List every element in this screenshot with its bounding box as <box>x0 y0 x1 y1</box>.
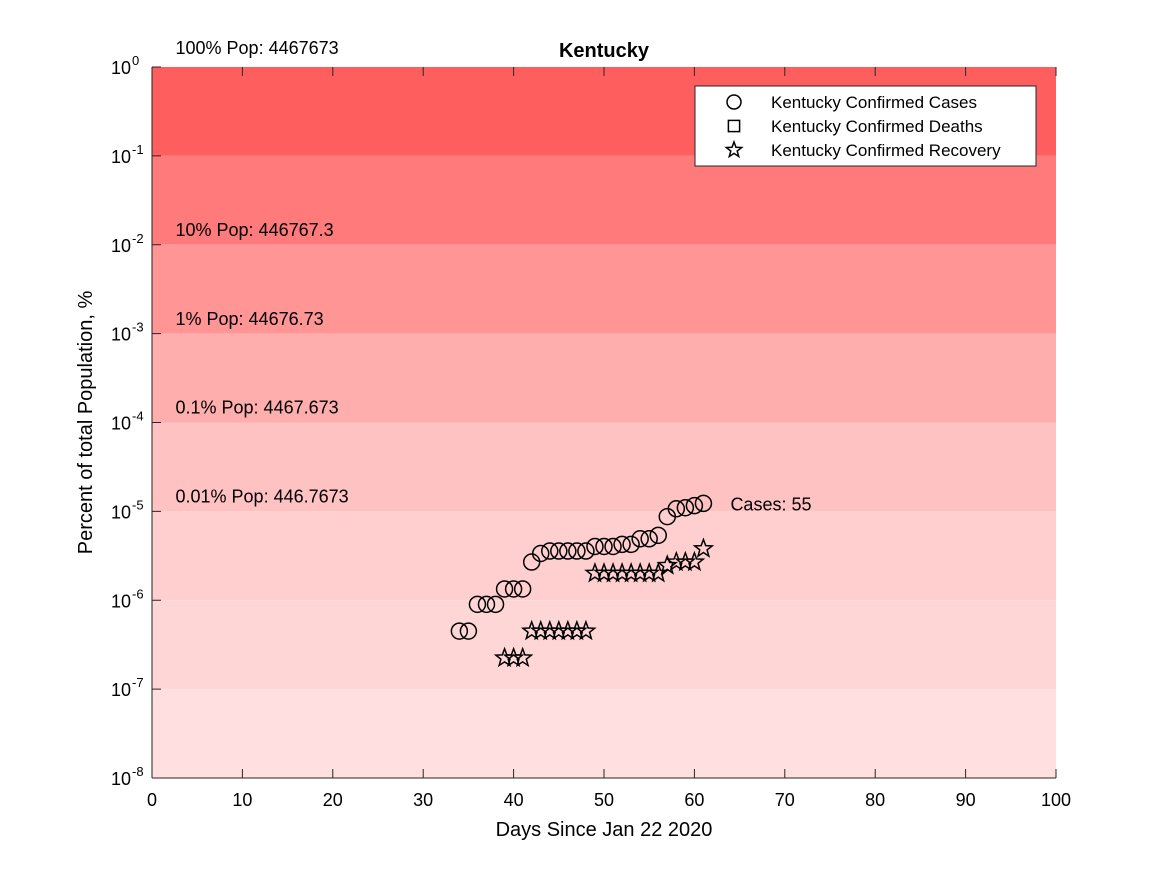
population-band <box>152 511 1056 601</box>
case-point <box>667 500 686 518</box>
x-tick-label: 80 <box>865 790 885 810</box>
legend-label: Kentucky Confirmed Deaths <box>771 117 983 136</box>
population-band-label: 100% Pop: 4467673 <box>176 38 339 58</box>
legend-label: Kentucky Confirmed Recovery <box>771 141 1001 160</box>
x-tick-label: 40 <box>504 790 524 810</box>
recovery-point <box>575 619 597 641</box>
population-band <box>152 244 1056 334</box>
population-band <box>152 422 1056 512</box>
case-point <box>531 544 550 563</box>
population-band <box>152 333 1056 423</box>
case-point <box>513 580 532 598</box>
case-point <box>640 530 658 548</box>
y-tick-exponent: -8 <box>132 764 144 779</box>
recovery-point <box>656 554 679 575</box>
x-tick-label: 20 <box>323 790 343 810</box>
population-band <box>152 689 1056 778</box>
x-tick-label: 60 <box>684 790 704 810</box>
y-tick-label: 10 <box>111 680 131 700</box>
population-band-labels: 100% Pop: 4467673 10% Pop: 446767.3 1% Pop… <box>176 38 349 507</box>
case-point <box>468 595 487 614</box>
legend-label: Kentucky Confirmed Cases <box>771 93 977 112</box>
case-point <box>595 537 613 556</box>
y-tick-exponent: 0 <box>132 53 139 68</box>
recovery-point <box>692 537 715 558</box>
case-point <box>613 535 631 554</box>
case-point <box>504 580 523 598</box>
y-tick-exponent: -2 <box>132 231 144 246</box>
chart-title: Kentucky <box>559 40 650 62</box>
y-tick-exponent: -5 <box>132 497 144 512</box>
case-point <box>559 542 577 560</box>
y-tick-exponent: -3 <box>132 320 144 335</box>
y-tick-label: 10 <box>111 58 131 78</box>
x-axis-title: Days Since Jan 22 2020 <box>496 819 713 841</box>
case-point <box>622 535 640 554</box>
case-point <box>694 494 713 513</box>
circle-legend-icon <box>726 94 742 110</box>
y-tick-exponent: -4 <box>132 409 144 424</box>
case-point <box>541 542 559 560</box>
y-tick-exponent: -6 <box>132 586 144 601</box>
x-tick-label: 50 <box>594 790 614 810</box>
data-markers <box>450 494 715 668</box>
x-tick-label: 10 <box>232 790 252 810</box>
y-tick-label: 10 <box>111 236 131 256</box>
y-tick-label: 10 <box>111 591 131 611</box>
population-bands <box>152 67 1056 778</box>
case-point <box>676 498 695 517</box>
case-point <box>568 542 586 560</box>
case-point <box>550 542 568 560</box>
square-legend-icon <box>727 119 741 133</box>
case-point <box>459 622 478 640</box>
case-point <box>586 537 604 556</box>
population-band-label: 1% Pop: 44676.73 <box>176 309 324 329</box>
population-band <box>152 155 1056 245</box>
axes: 0 10 20 30 40 50 60 70 80 90 10010-810-710-610-510… <box>111 53 1071 810</box>
case-point <box>477 595 496 614</box>
population-band <box>152 600 1056 690</box>
y-tick-label: 10 <box>111 325 131 345</box>
y-tick-label: 10 <box>111 769 131 789</box>
population-band-label: 10% Pop: 446767.3 <box>176 220 334 240</box>
star-legend-icon <box>724 139 744 159</box>
case-point <box>649 526 667 545</box>
recovery-point <box>683 550 706 572</box>
x-tick-label: 70 <box>775 790 795 810</box>
y-tick-label: 10 <box>111 147 131 167</box>
y-tick-exponent: -7 <box>132 675 144 690</box>
y-tick-exponent: -1 <box>132 142 144 157</box>
case-point <box>577 542 595 560</box>
y-tick-label: 10 <box>111 414 131 434</box>
legend-box <box>694 85 1037 167</box>
legend: Kentucky Confirmed Cases Kentucky Confirm… <box>694 85 1037 167</box>
cases-annotation: Cases: 55 <box>730 494 811 514</box>
case-point <box>450 622 469 640</box>
case-point <box>604 537 622 556</box>
x-tick-label: 0 <box>147 790 157 810</box>
y-tick-label: 10 <box>111 502 131 522</box>
case-point <box>486 595 505 614</box>
recovery-point <box>511 646 534 668</box>
case-point <box>631 530 649 548</box>
population-band-label: 0.01% Pop: 446.7673 <box>176 487 349 507</box>
x-tick-label: 90 <box>956 790 976 810</box>
case-point <box>495 580 514 598</box>
y-axis-title: Percent of total Population, % <box>75 291 97 555</box>
case-point <box>685 496 704 515</box>
population-band-label: 0.1% Pop: 4467.673 <box>176 398 339 418</box>
x-tick-label: 30 <box>413 790 433 810</box>
x-tick-label: 100 <box>1041 790 1071 810</box>
